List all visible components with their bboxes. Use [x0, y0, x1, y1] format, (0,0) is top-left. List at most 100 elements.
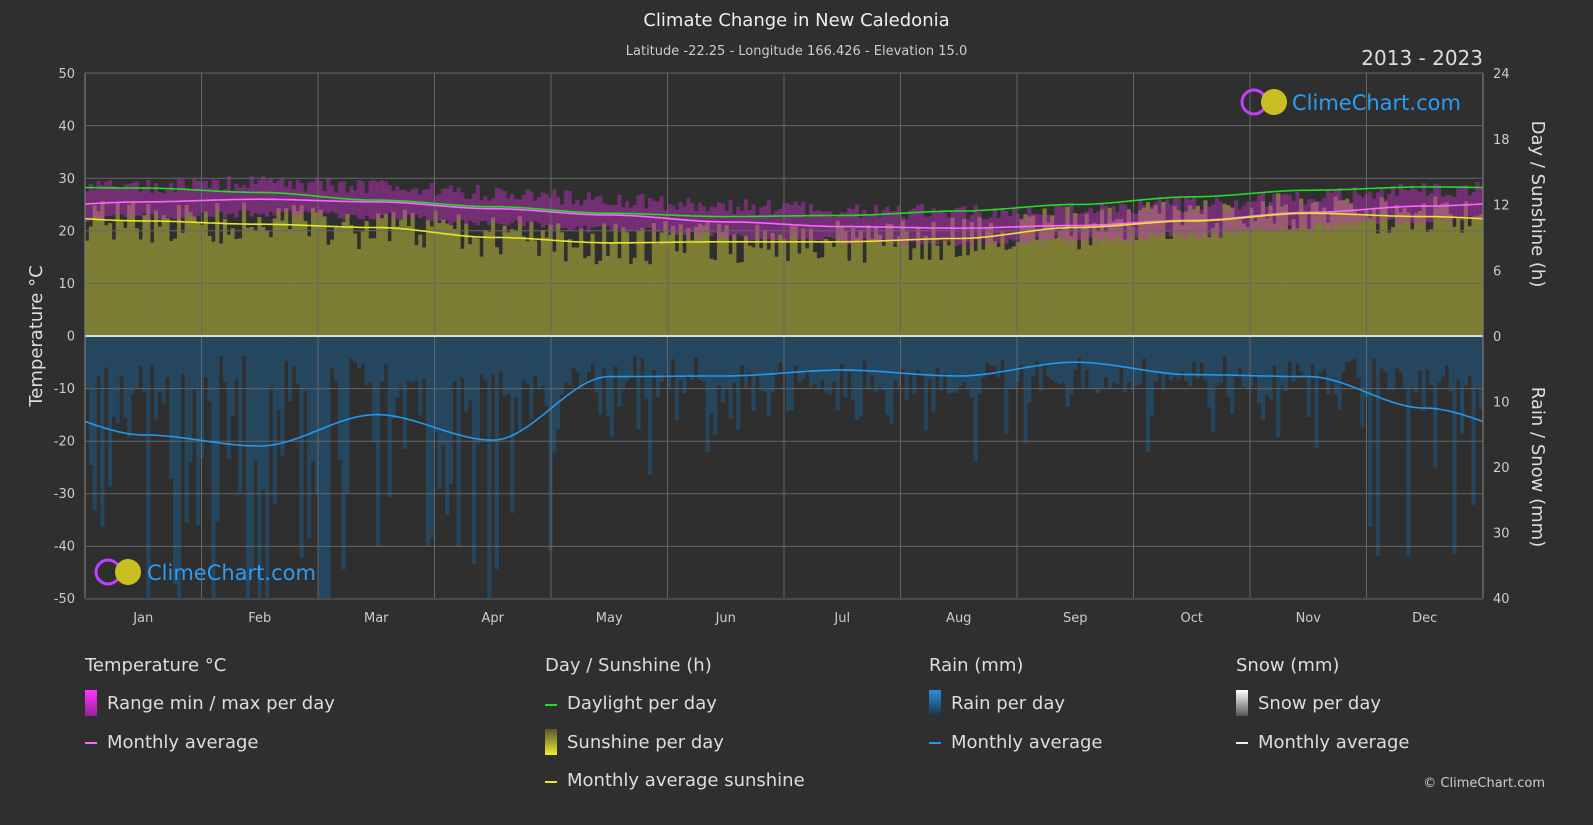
temp-range-bar [249, 176, 254, 217]
temp-range-bar [1333, 189, 1338, 225]
sunshine-bar [425, 220, 431, 336]
rain-bar [958, 336, 963, 386]
sunshine-bar [1333, 196, 1338, 336]
rain-bar [1387, 336, 1392, 390]
sunshine-bar [958, 255, 963, 336]
rain-bar [820, 336, 825, 381]
sunshine-bar [345, 213, 350, 336]
sunshine-bar [1195, 205, 1200, 336]
rain-bar [598, 336, 603, 415]
sunshine-bar [1015, 241, 1020, 336]
sunshine-bar [544, 237, 549, 336]
rain-bar [847, 336, 852, 373]
rain-bar [1111, 336, 1116, 383]
rain-bar [1203, 336, 1208, 381]
rain-bar [1142, 336, 1147, 359]
sunshine-bar [567, 239, 572, 336]
rain-bar [617, 336, 622, 407]
temp-range-bar [207, 187, 212, 217]
temp-range-bar [1245, 201, 1250, 230]
temp-range-bar [693, 210, 699, 234]
temp-range-bar [885, 206, 890, 241]
sunshine-bar [866, 225, 871, 336]
right-tick-label-hours: 12 [1493, 199, 1510, 214]
sunshine-bar [1119, 219, 1124, 336]
sunshine-bar [728, 254, 733, 336]
temp-range-bar [1302, 204, 1308, 229]
rain-bar [222, 336, 228, 383]
sunshine-bar [552, 251, 557, 336]
temp-range-bar [188, 189, 193, 215]
sunshine-bar [1456, 218, 1461, 336]
rain-bar [1257, 336, 1262, 403]
sunshine-bar [445, 223, 450, 336]
sunshine-bar [1241, 223, 1246, 336]
temp-range-bar [119, 188, 124, 215]
temp-range-bar [268, 178, 273, 212]
sunshine-bar [962, 218, 967, 336]
rain-bar [862, 336, 867, 361]
rain-bar [310, 336, 316, 462]
month-label: Aug [946, 611, 971, 626]
sunshine-bar [1257, 215, 1262, 336]
rain-bar [1008, 336, 1013, 389]
temp-range-bar [123, 184, 128, 217]
rain-bar [395, 336, 400, 398]
rain-bar [433, 336, 438, 432]
rain-bar [517, 336, 522, 430]
sunshine-bar [1034, 239, 1040, 336]
sunshine-bar [184, 204, 189, 336]
rain-bar [759, 336, 764, 392]
rain-bar [1295, 336, 1300, 364]
temp-range-bar [1295, 191, 1300, 230]
sunshine-bar [1111, 221, 1116, 336]
sunshine-bar [1302, 213, 1308, 336]
sunshine-bar [1406, 212, 1411, 336]
sunshine-bar [1460, 232, 1465, 336]
rain-bar [1249, 336, 1254, 387]
month-label: Sep [1063, 611, 1088, 626]
year-range: 2013 - 2023 [1361, 46, 1483, 70]
temp-range-bar [1421, 183, 1426, 224]
rain-bar [441, 336, 446, 446]
temp-range-bar [1291, 200, 1296, 231]
rain-bar [1440, 336, 1445, 377]
temp-range-bar [571, 204, 576, 230]
sunshine-bar [755, 224, 760, 336]
sunshine-bar [1348, 203, 1354, 336]
temp-range-bar [506, 198, 511, 226]
rain-bar [1065, 336, 1070, 407]
rain-bar [104, 336, 109, 368]
rain-bar [1023, 336, 1028, 444]
rain-bar [659, 336, 664, 382]
rain-bar [1019, 336, 1024, 365]
sunshine-bar [851, 228, 856, 336]
rain-bar [502, 336, 507, 397]
sunshine-bar [912, 248, 917, 336]
temp-range-bar [1452, 197, 1457, 218]
rain-bar [973, 336, 978, 462]
temp-range-bar [1299, 202, 1304, 228]
sunshine-bar [314, 212, 319, 336]
temp-range-bar [1394, 195, 1400, 223]
sunshine-bar [1149, 208, 1154, 336]
rain-bar [479, 336, 484, 375]
sunshine-bar [1387, 232, 1392, 336]
temp-range-bar [985, 219, 990, 244]
rain-bar [422, 336, 427, 379]
rain-bar [816, 336, 821, 388]
temp-range-bar [1214, 197, 1220, 237]
temp-range-bar [950, 210, 955, 240]
rain-bar [280, 336, 285, 456]
rain-bar [349, 336, 354, 359]
rain-bar [226, 336, 231, 459]
rain-bar [778, 336, 783, 363]
rain-bar [1322, 336, 1327, 369]
temp-range-bar [1145, 210, 1151, 239]
sunshine-bar [1168, 238, 1174, 336]
temp-range-bar [1176, 197, 1181, 238]
rain-bar [1433, 336, 1438, 468]
temp-range-bar [418, 194, 423, 219]
sunshine-bar [751, 247, 756, 336]
